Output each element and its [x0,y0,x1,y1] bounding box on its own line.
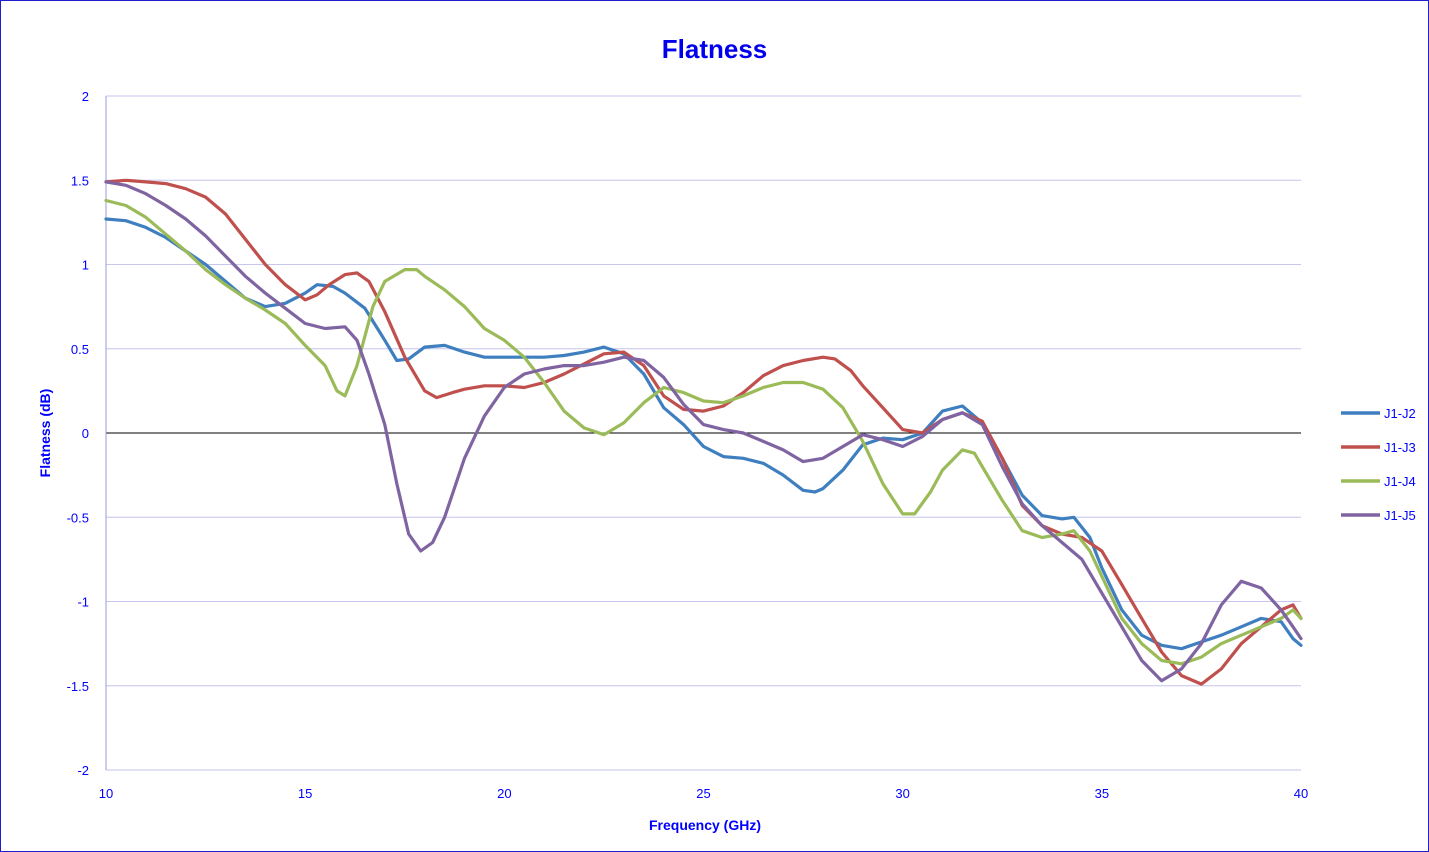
grid-layer [106,95,1301,771]
y-tick-label: 1 [82,258,89,273]
x-tick-label: 40 [1294,786,1308,801]
x-tick-label: 30 [895,786,909,801]
legend-label: J1-J4 [1384,474,1416,489]
series-line-j1-j2 [104,217,1303,651]
y-tick-label: 0 [82,426,89,441]
y-tick-label: 1.5 [71,173,89,188]
series-line-j1-j5 [104,180,1303,683]
x-tick-label: 20 [497,786,511,801]
series-line-j1-j3 [104,178,1303,686]
y-tick-label: 2 [82,89,89,104]
y-tick-label: -2 [77,763,89,778]
x-tick-label: 15 [298,786,312,801]
legend-label: J1-J2 [1384,406,1416,421]
axis-layer: 2 1.5 1 0.5 0 -0.5 -1 -1.5 -2 10 15 20 25 30 35 40 [67,89,1309,801]
chart-title: Flatness [661,34,768,64]
y-tick-label: -1 [77,595,89,610]
y-tick-label: -0.5 [67,510,89,525]
legend-label: J1-J3 [1384,440,1416,455]
legend-label: J1-J5 [1384,508,1416,523]
x-tick-label: 35 [1095,786,1109,801]
series-line-j1-j4 [104,198,1303,666]
x-tick-label: 10 [99,786,113,801]
x-axis-title: Frequency (GHz) [649,817,761,833]
x-tick-label: 25 [696,786,710,801]
y-tick-label: 0.5 [71,342,89,357]
series-layer [104,178,1303,686]
y-tick-label: -1.5 [67,679,89,694]
legend: J1-J2 J1-J3 J1-J4 J1-J5 [1341,406,1416,523]
y-axis-title: Flatness (dB) [37,389,53,478]
